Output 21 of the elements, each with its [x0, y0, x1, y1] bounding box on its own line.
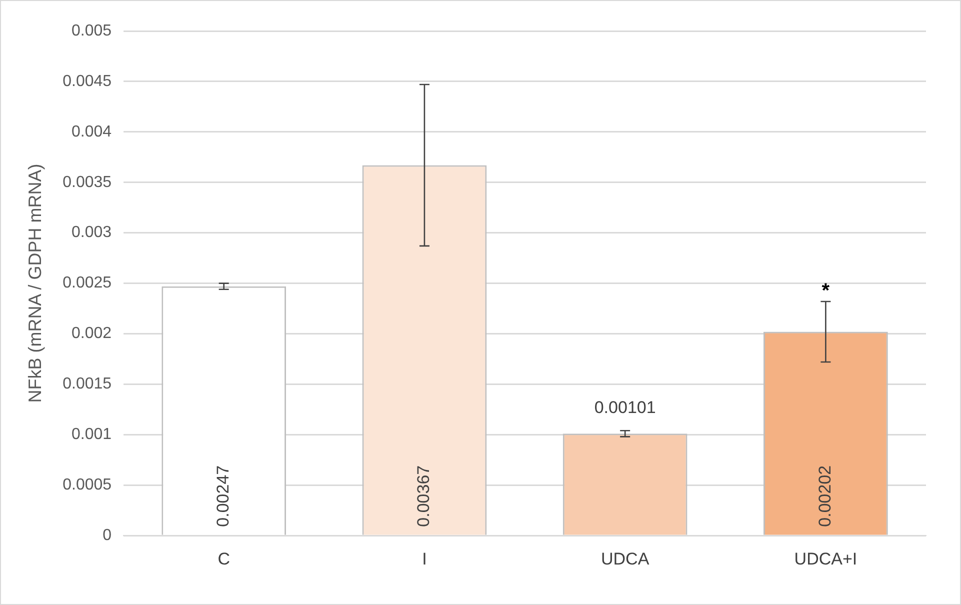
y-tick-label: 0 — [102, 527, 112, 544]
annotation: * — [822, 280, 830, 302]
y-tick-label: 0.0045 — [62, 72, 112, 90]
y-tick-label: 0.0015 — [62, 376, 112, 393]
y-tick-label: 0.0005 — [62, 476, 112, 494]
data-label: 0.00247 — [214, 465, 233, 527]
y-tick-label: 0.0035 — [62, 174, 112, 191]
x-tick-label: I — [422, 549, 427, 568]
y-tick-label: 0.005 — [71, 22, 112, 40]
data-label: 0.00202 — [815, 465, 834, 527]
y-tick-label: 0.002 — [71, 325, 112, 342]
x-tick-label: UDCA — [600, 549, 650, 568]
y-tick-label: 0.003 — [71, 224, 112, 242]
y-tick-label: 0.001 — [71, 426, 112, 444]
y-tick-label: 0.0025 — [62, 274, 112, 292]
data-label: 0.00101 — [594, 398, 656, 417]
data-label: 0.00367 — [414, 465, 434, 527]
y-axis-title: NFkB (mRNA / GDPH mRNA) — [24, 164, 45, 403]
y-tick-label: 0.004 — [71, 123, 112, 140]
x-tick-label: UDCA+I — [794, 549, 858, 568]
x-tick-label: C — [218, 549, 230, 568]
